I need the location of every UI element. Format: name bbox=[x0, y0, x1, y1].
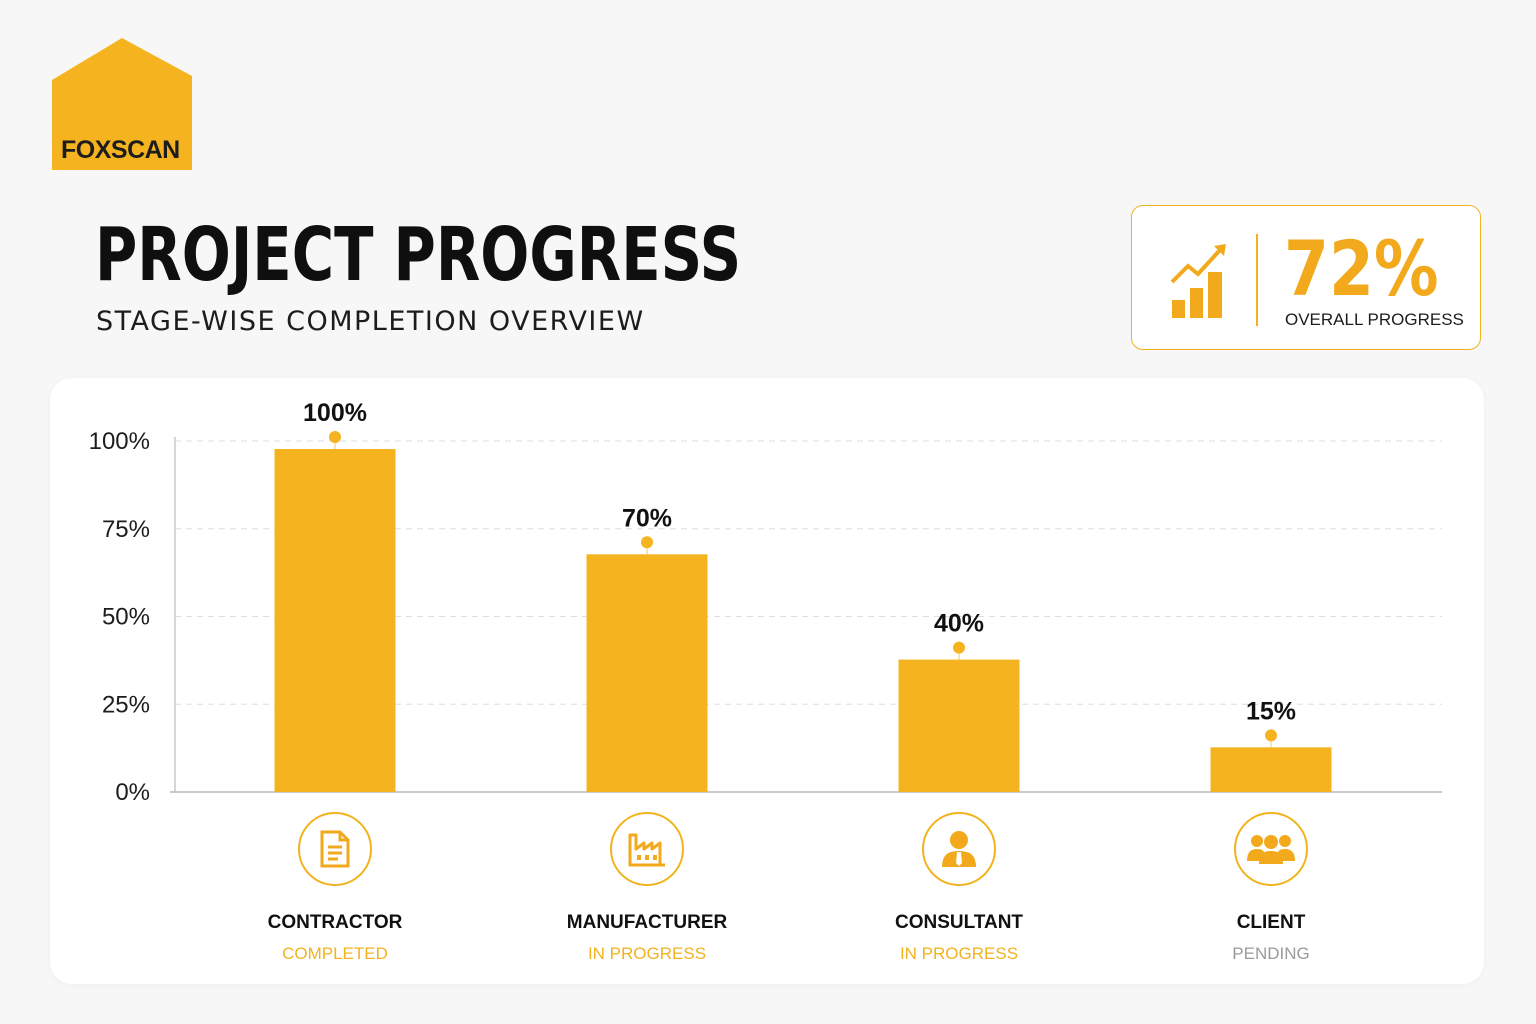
person-icon bbox=[922, 812, 996, 886]
y-tick-label: 75% bbox=[102, 516, 150, 543]
y-tick-label: 50% bbox=[102, 604, 150, 631]
trend-up-chart-icon bbox=[1170, 242, 1230, 325]
y-tick-label: 100% bbox=[89, 428, 150, 455]
bar-marker-dot bbox=[953, 641, 965, 654]
data-label: 100% bbox=[303, 399, 367, 427]
chart-panel: 0% 25% 50% 75% 100% 100% 70% 40% 15% CONTRACTOR … bbox=[50, 378, 1484, 984]
stage-contractor: CONTRACTOR COMPLETED bbox=[235, 812, 435, 964]
bar-marker-dot bbox=[329, 431, 341, 443]
page-subtitle: STAGE-WISE COMPLETION OVERVIEW bbox=[96, 306, 645, 337]
data-label: 40% bbox=[934, 610, 984, 638]
bar-marker-dot bbox=[641, 536, 653, 549]
y-tick-label: 0% bbox=[115, 779, 150, 806]
stage-status: IN PROGRESS bbox=[587, 944, 707, 963]
factory-icon bbox=[610, 812, 684, 886]
kpi-divider bbox=[1256, 234, 1258, 326]
stage-name: CONTRACTOR bbox=[267, 912, 403, 933]
stage-status: IN PROGRESS bbox=[899, 944, 1019, 963]
overall-progress-label: OVERALL PROGRESS bbox=[1285, 310, 1464, 329]
bar bbox=[274, 449, 396, 792]
overall-progress-value: 72% bbox=[1284, 224, 1439, 313]
bar bbox=[586, 554, 708, 792]
bar bbox=[898, 659, 1020, 792]
stage-manufacturer: MANUFACTURER IN PROGRESS bbox=[547, 812, 747, 964]
group-icon bbox=[1234, 812, 1308, 886]
bar-chart: 0% 25% 50% 75% 100% 100% 70% 40% 15% bbox=[89, 399, 1442, 806]
overall-progress-card: 72% OVERALL PROGRESS bbox=[1131, 205, 1481, 350]
y-tick-label: 25% bbox=[102, 691, 150, 718]
stage-name: CLIENT bbox=[1236, 912, 1306, 933]
stage-client: CLIENT PENDING bbox=[1171, 812, 1371, 964]
stage-name: CONSULTANT bbox=[894, 912, 1024, 933]
brand-logo: FOXSCAN bbox=[52, 38, 192, 170]
stage-status: PENDING bbox=[1232, 944, 1310, 963]
brand-name: FOXSCAN bbox=[61, 136, 180, 164]
bar-marker-dot bbox=[1265, 729, 1277, 742]
data-label: 70% bbox=[622, 504, 672, 532]
stage-consultant: CONSULTANT IN PROGRESS bbox=[859, 812, 1059, 964]
page-title: PROJECT PROGRESS bbox=[95, 212, 742, 298]
bar bbox=[1210, 747, 1332, 792]
stage-status: COMPLETED bbox=[282, 944, 388, 963]
document-icon bbox=[298, 812, 372, 886]
house-logo-icon bbox=[52, 38, 192, 170]
data-label: 15% bbox=[1246, 697, 1296, 725]
stage-name: MANUFACTURER bbox=[566, 912, 728, 933]
